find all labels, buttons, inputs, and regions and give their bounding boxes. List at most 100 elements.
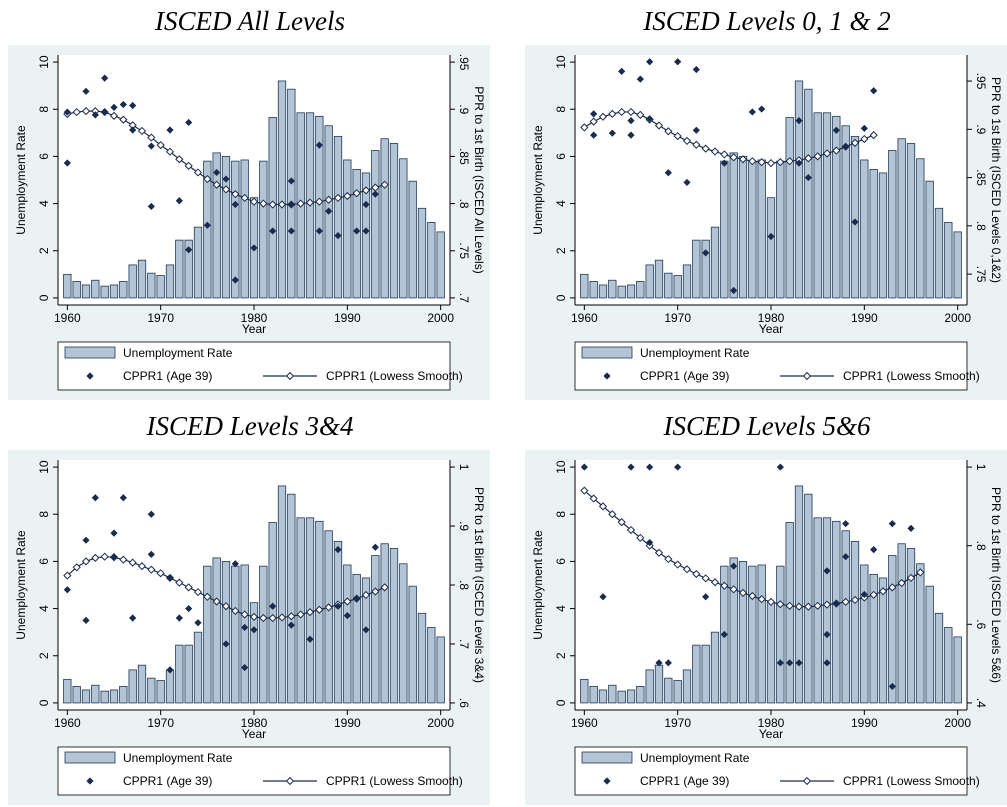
line-marker — [738, 155, 748, 164]
line-marker — [580, 123, 589, 132]
legend-swatch — [581, 751, 633, 764]
legend-label: CPPR1 (Lowess Smooth) — [326, 369, 463, 383]
y2-tick-label: .75 — [974, 266, 988, 283]
line-marker — [63, 571, 72, 580]
bar — [128, 264, 137, 299]
bar — [906, 548, 916, 704]
scatter-point — [627, 117, 635, 125]
scatter-point — [63, 159, 71, 167]
scatter-point — [888, 520, 896, 528]
bar — [645, 669, 654, 704]
y-tick-label: 10 — [37, 460, 51, 474]
line-marker — [231, 606, 240, 616]
y-tick-label: 6 — [37, 558, 51, 565]
bar — [832, 115, 841, 299]
scatter-point — [166, 126, 174, 134]
scatter-point — [82, 616, 90, 624]
bar — [81, 284, 91, 299]
bar — [710, 226, 720, 299]
bar — [417, 612, 427, 704]
line-marker — [315, 197, 324, 206]
bar — [147, 677, 156, 704]
y-tick-label: 2 — [554, 652, 568, 659]
x-tick-label: 1990 — [334, 311, 361, 325]
line-marker — [654, 548, 664, 557]
scatter-point — [618, 67, 626, 76]
bar — [654, 259, 664, 299]
bar — [654, 664, 664, 704]
scatter-point — [702, 249, 710, 257]
bar — [598, 689, 608, 704]
y-tick-label: 10 — [554, 55, 568, 69]
bar — [389, 143, 399, 299]
bar — [944, 222, 953, 299]
line-marker — [673, 560, 682, 569]
scatter-point — [343, 612, 351, 620]
line-marker — [692, 569, 701, 579]
bar — [580, 273, 589, 299]
bar — [427, 222, 436, 299]
scatter-point — [231, 560, 239, 568]
scatter-point — [63, 108, 71, 116]
x-tick-label: 2000 — [427, 311, 454, 325]
scatter-point — [362, 200, 370, 209]
x-tick-label: 1960 — [54, 716, 81, 730]
bar — [333, 540, 343, 704]
y-tick-label: 2 — [37, 247, 51, 254]
bar — [860, 564, 869, 704]
scatter-point — [776, 463, 784, 471]
line-marker — [128, 558, 137, 567]
bar — [580, 678, 589, 704]
line-marker — [212, 180, 221, 189]
scatter-point — [353, 227, 361, 235]
bar — [934, 612, 944, 704]
y2-tick-label: .8 — [457, 580, 471, 590]
scatter-point — [730, 562, 738, 570]
legend-swatch — [285, 776, 295, 786]
line-marker — [692, 140, 701, 149]
scatter-point — [664, 659, 672, 667]
bar — [147, 272, 156, 299]
bar — [682, 669, 692, 704]
scatter-point — [795, 659, 803, 667]
bar — [100, 690, 109, 704]
line-marker — [361, 590, 371, 600]
bar — [766, 197, 776, 299]
bar — [259, 565, 268, 704]
bar — [916, 158, 925, 299]
scatter-point — [646, 538, 654, 547]
bar — [925, 585, 934, 704]
scatter-point — [860, 124, 868, 132]
bar — [944, 627, 953, 704]
y2-tick-label: .4 — [974, 698, 988, 708]
scatter-point — [166, 574, 174, 582]
bar — [343, 564, 352, 704]
line-marker — [380, 180, 389, 189]
line-marker — [729, 153, 738, 162]
scatter-point — [804, 173, 812, 182]
line-marker — [72, 107, 81, 117]
scatter-point — [832, 600, 840, 608]
bar — [352, 573, 361, 704]
scatter-point — [166, 666, 174, 674]
line-marker — [916, 568, 925, 577]
bar — [794, 485, 804, 704]
scatter-point — [683, 178, 691, 187]
scatter-point — [674, 463, 682, 471]
legend-swatch — [64, 346, 116, 359]
line-marker — [738, 588, 748, 597]
scatter-point — [823, 659, 831, 667]
y-tick-label: 8 — [37, 511, 51, 518]
scatter-point — [590, 110, 598, 118]
y-tick-label: 4 — [37, 200, 51, 207]
bar — [156, 275, 165, 299]
x-tick-label: 1990 — [851, 716, 878, 730]
legend-swatch — [64, 751, 116, 764]
scatter-point — [655, 659, 663, 667]
bar — [701, 644, 710, 704]
line-marker — [598, 502, 608, 511]
scatter-point — [241, 663, 249, 672]
bar — [710, 631, 720, 704]
line-marker — [137, 126, 147, 136]
bar — [748, 160, 757, 299]
